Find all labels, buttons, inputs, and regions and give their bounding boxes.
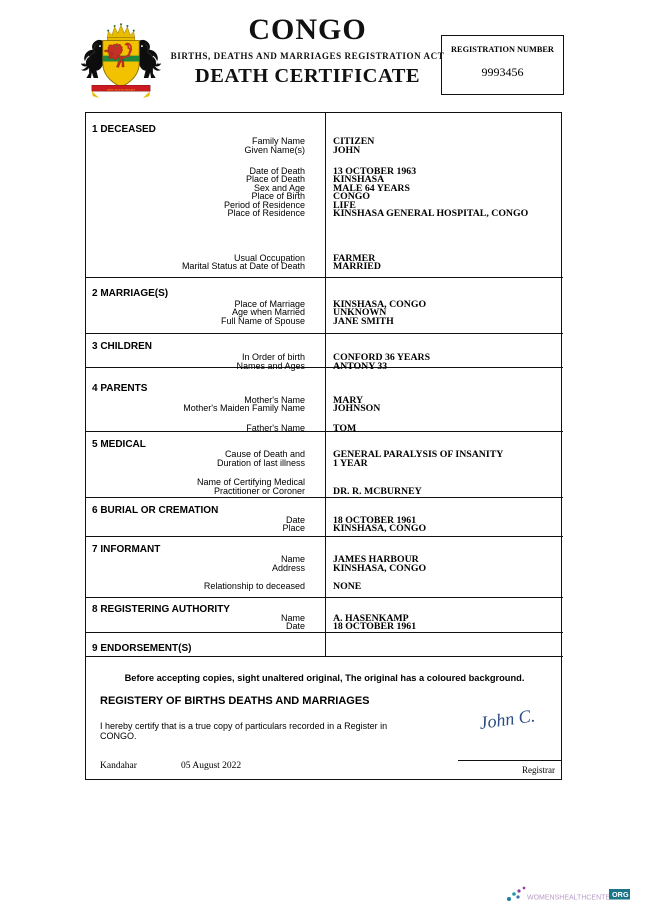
svg-text:WOMENSHEALTHCENTER.: WOMENSHEALTHCENTER.	[527, 895, 617, 902]
svg-text:UNITE TRAVAIL PROGRES: UNITE TRAVAIL PROGRES	[107, 88, 136, 91]
svg-text:ORG: ORG	[612, 890, 629, 899]
